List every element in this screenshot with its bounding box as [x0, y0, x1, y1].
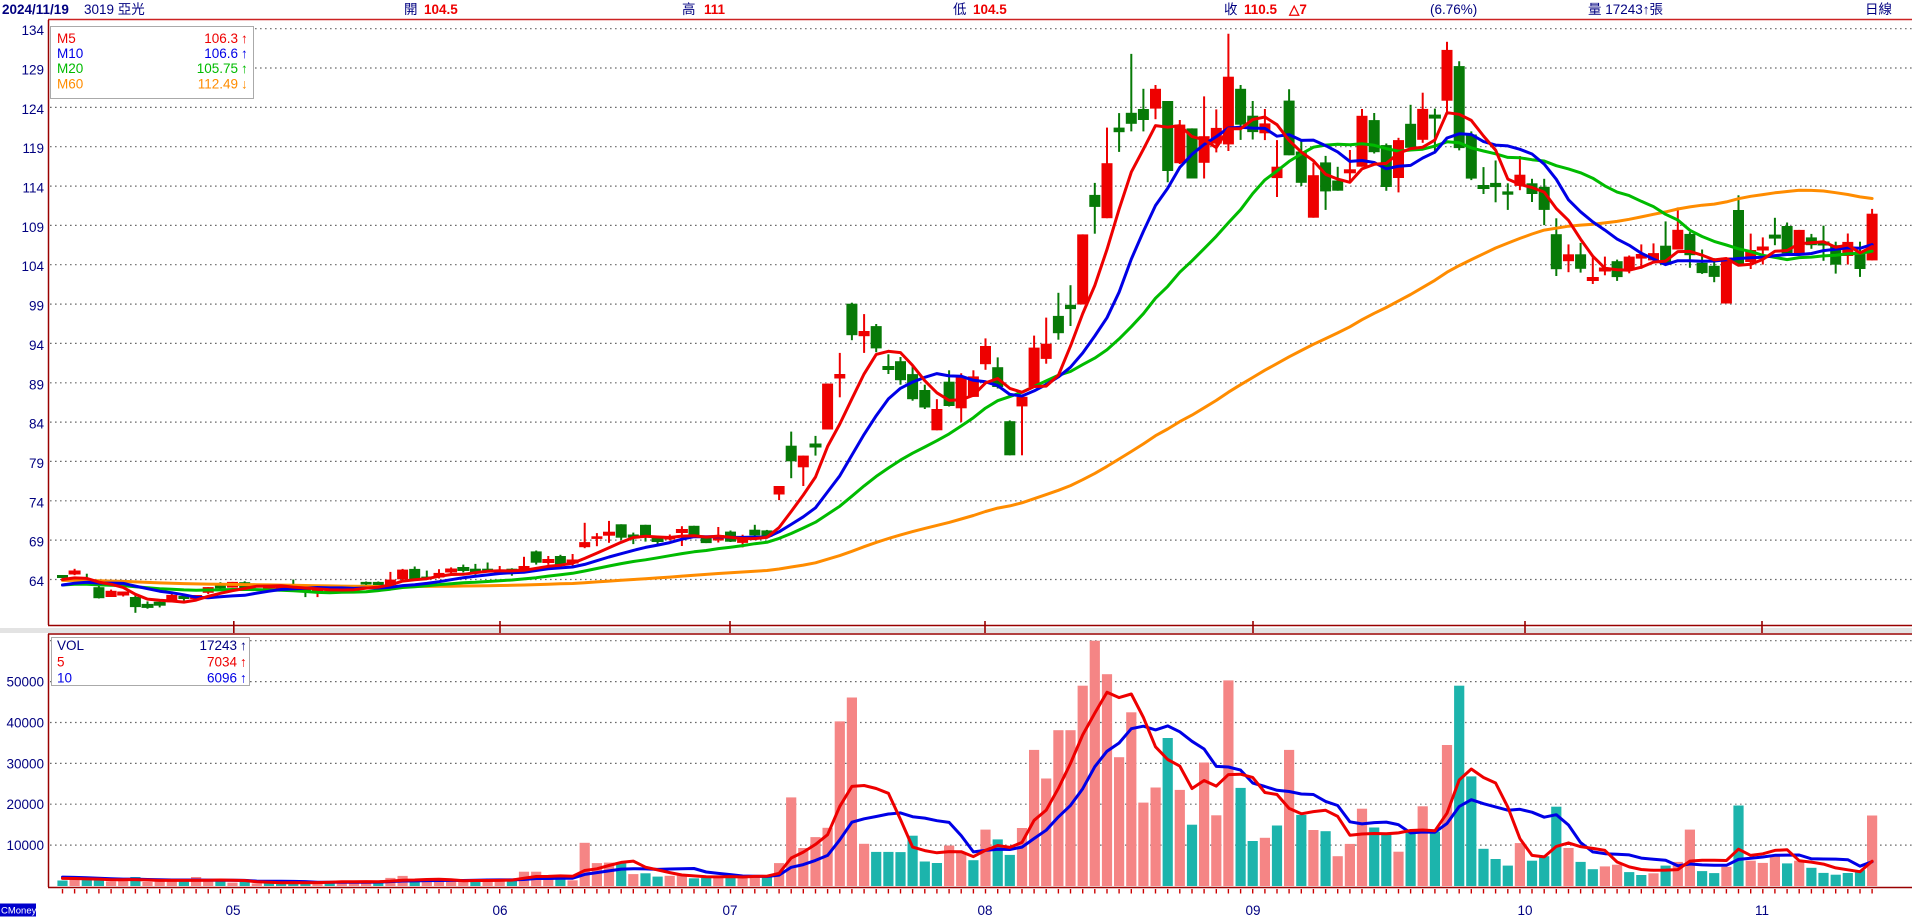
svg-text:05: 05 [225, 903, 240, 918]
svg-text:124: 124 [21, 102, 44, 117]
svg-text:64: 64 [29, 574, 45, 589]
svg-text:VOL: VOL [57, 638, 85, 653]
svg-text:17243: 17243 [199, 638, 237, 653]
svg-text:3019 亞光: 3019 亞光 [84, 2, 145, 17]
svg-text:↓: ↓ [241, 76, 248, 91]
svg-text:08: 08 [977, 903, 992, 918]
svg-text:△7: △7 [1288, 2, 1307, 17]
svg-text:10000: 10000 [6, 838, 44, 853]
svg-text:105.75: 105.75 [197, 61, 238, 76]
svg-text:20000: 20000 [6, 797, 44, 812]
svg-text:119: 119 [22, 141, 44, 156]
svg-text:106.6: 106.6 [204, 46, 238, 61]
svg-text:↑: ↑ [240, 671, 247, 686]
svg-text:↑: ↑ [241, 31, 248, 46]
svg-text:94: 94 [29, 338, 45, 353]
svg-text:104.5: 104.5 [424, 2, 458, 17]
svg-text:高: 高 [682, 1, 696, 17]
svg-text:106.3: 106.3 [204, 31, 238, 46]
svg-text:134: 134 [21, 23, 44, 38]
svg-text:M10: M10 [57, 46, 83, 61]
svg-text:低: 低 [953, 2, 967, 17]
svg-text:量 17243↑張: 量 17243↑張 [1588, 2, 1664, 17]
svg-text:↑: ↑ [240, 638, 247, 653]
svg-text:112.49: 112.49 [198, 76, 238, 91]
svg-text:50000: 50000 [6, 675, 44, 690]
svg-text:40000: 40000 [6, 715, 44, 730]
svg-text:84: 84 [29, 417, 45, 432]
svg-text:07: 07 [722, 903, 737, 918]
svg-text:99: 99 [29, 299, 44, 314]
svg-text:114: 114 [22, 181, 44, 196]
svg-text:M60: M60 [57, 76, 83, 91]
svg-text:06: 06 [492, 903, 507, 918]
svg-text:79: 79 [29, 456, 44, 471]
svg-text:M20: M20 [57, 61, 83, 76]
svg-text:6096: 6096 [207, 671, 237, 686]
svg-text:↑: ↑ [241, 61, 248, 76]
svg-text:M5: M5 [57, 31, 76, 46]
svg-text:7034: 7034 [207, 654, 238, 669]
svg-text:10: 10 [57, 671, 72, 686]
svg-text:104: 104 [21, 259, 44, 274]
svg-text:74: 74 [29, 495, 45, 510]
svg-text:10: 10 [1517, 903, 1532, 918]
svg-text:104.5: 104.5 [973, 2, 1007, 17]
svg-text:111: 111 [704, 2, 726, 17]
svg-text:11: 11 [1755, 903, 1769, 918]
svg-text:↑: ↑ [240, 654, 247, 669]
svg-text:CMoney: CMoney [1, 906, 37, 917]
svg-text:日線: 日線 [1865, 2, 1893, 17]
svg-text:09: 09 [1245, 903, 1260, 918]
svg-text:109: 109 [21, 220, 44, 235]
svg-text:30000: 30000 [6, 756, 44, 771]
svg-text:89: 89 [29, 377, 44, 392]
svg-text:(6.76%): (6.76%) [1430, 2, 1477, 17]
svg-text:5: 5 [57, 654, 65, 669]
svg-text:110.5: 110.5 [1244, 2, 1278, 17]
svg-text:↑: ↑ [241, 46, 248, 61]
svg-text:收: 收 [1224, 2, 1238, 17]
svg-text:69: 69 [29, 535, 44, 550]
svg-text:開: 開 [404, 2, 418, 17]
svg-text:129: 129 [21, 63, 44, 78]
svg-text:2024/11/19: 2024/11/19 [2, 2, 69, 17]
